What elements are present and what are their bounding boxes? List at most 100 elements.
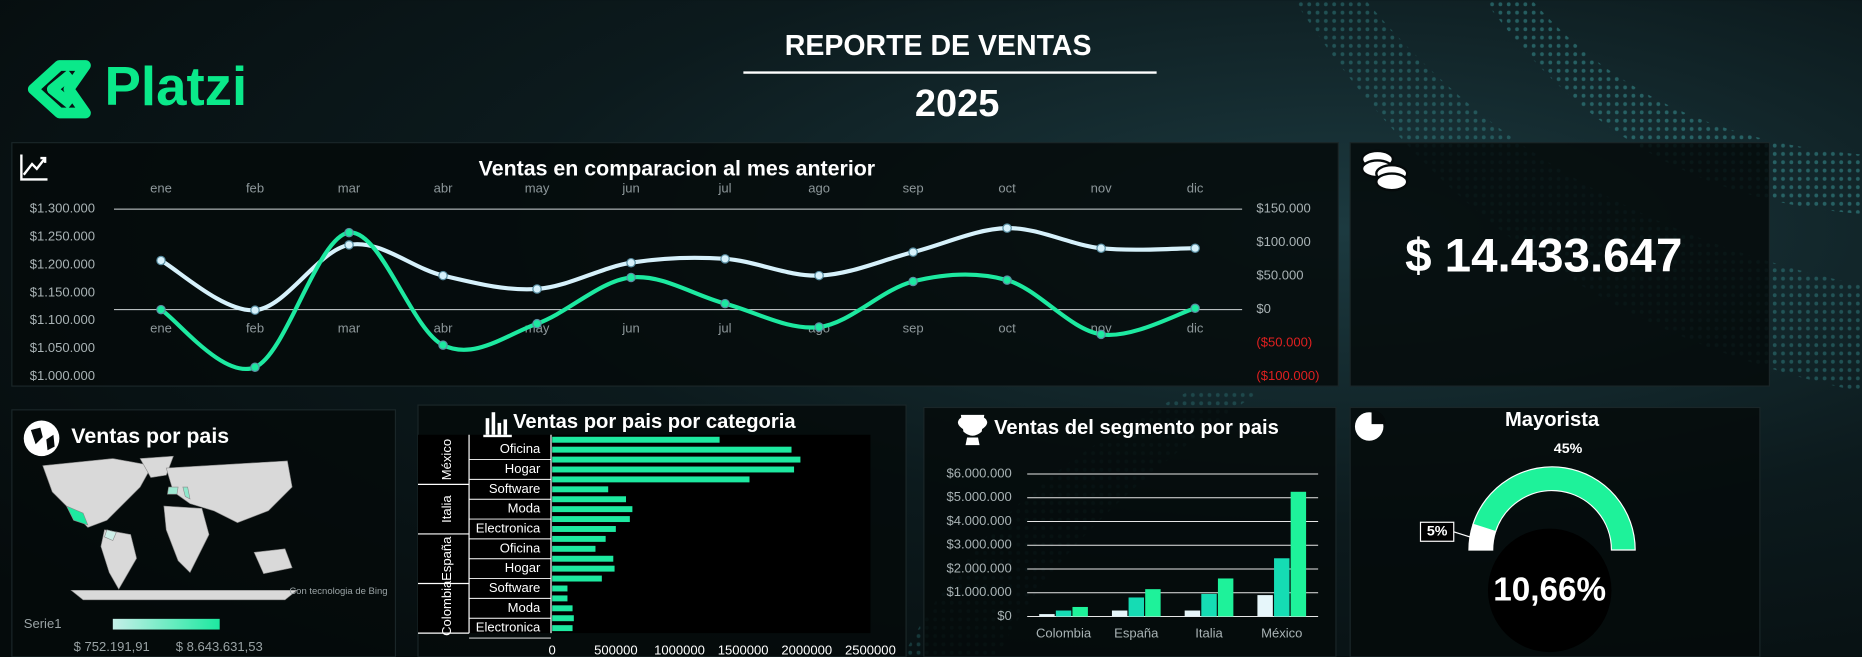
globe-icon <box>23 420 60 457</box>
data-label: 45% <box>1554 441 1583 457</box>
point <box>156 304 166 315</box>
y-tick-label: $3.000.000 <box>946 537 1011 552</box>
point <box>814 270 824 281</box>
y-tick-label: $5.000.000 <box>946 489 1011 504</box>
icon-bar <box>503 419 508 435</box>
x-tick-label: España <box>1114 626 1159 641</box>
bar <box>552 456 801 463</box>
map-legend-min: $ 752.191,91 <box>74 639 150 654</box>
bar <box>552 585 568 592</box>
country-highlight <box>182 486 191 500</box>
chart-title: Ventas por pais por categoria <box>513 411 796 433</box>
x-tick-label: dic <box>1187 180 1204 195</box>
continent <box>163 505 210 574</box>
x2-tick-label: oct <box>998 321 1016 336</box>
bar <box>552 506 633 513</box>
bar <box>552 516 630 523</box>
data-label: 5% <box>1427 524 1448 540</box>
chart-title: Ventas del segmento por pais <box>994 417 1279 439</box>
chart-title: Mayorista <box>1505 409 1600 431</box>
x2-tick-label: dic <box>1187 321 1204 336</box>
x-tick-label: abr <box>434 180 454 195</box>
label-box <box>1419 521 1455 542</box>
continent <box>100 529 137 590</box>
bar <box>552 496 627 503</box>
center-disc <box>1487 528 1612 653</box>
y-tick-label: Software <box>489 481 541 496</box>
coin <box>1375 172 1409 192</box>
point <box>532 284 542 294</box>
point <box>1096 329 1106 340</box>
continent <box>253 548 293 575</box>
y-tick-label: Moda <box>508 600 541 615</box>
point <box>720 254 730 264</box>
y2-tick-label: ($50.000) <box>1256 335 1312 350</box>
x-tick-label: sep <box>903 180 924 195</box>
point <box>438 270 448 281</box>
group-label: México <box>439 439 454 480</box>
bar <box>552 575 602 582</box>
y-tick-label: Moda <box>508 501 541 516</box>
x2-tick-label: mar <box>338 321 361 336</box>
point <box>908 247 918 257</box>
x-tick-label: 1500000 <box>718 642 769 657</box>
x-tick-label: Italia <box>1195 626 1223 641</box>
point <box>1096 243 1106 253</box>
bar <box>552 555 614 562</box>
group-label: Italia <box>439 495 454 523</box>
continent <box>165 460 293 523</box>
x-tick-label: mar <box>338 180 361 195</box>
center-label: 10,66% <box>1493 571 1606 608</box>
group-label: España <box>439 536 454 581</box>
x-tick-label: México <box>1261 626 1302 641</box>
x2-tick-label: abr <box>434 321 454 336</box>
y2-tick-label: $150.000 <box>1256 201 1310 216</box>
bar <box>1111 610 1128 617</box>
y2-tick-label: $100.000 <box>1256 234 1310 249</box>
bar <box>1128 597 1145 617</box>
point <box>626 257 636 268</box>
x-tick-label: oct <box>998 180 1016 195</box>
bar <box>552 466 795 473</box>
y-tick-label: Oficina <box>500 441 541 456</box>
y-tick-label: Hogar <box>505 461 541 476</box>
group-label: Colombia <box>439 580 454 636</box>
y-tick-label: $1.150.000 <box>30 284 95 299</box>
y-tick-label: $4.000.000 <box>946 513 1011 528</box>
x-tick-label: ene <box>150 180 172 195</box>
continent <box>70 590 298 601</box>
y2-tick-label: ($100.000) <box>1256 368 1319 383</box>
bar <box>1055 610 1072 617</box>
logo-text: Platzi <box>105 56 248 117</box>
y-tick-label: Electronica <box>476 620 541 635</box>
y-tick-label: $1.200.000 <box>30 256 95 271</box>
y-tick-label: $0 <box>997 608 1012 623</box>
bar <box>1145 589 1161 617</box>
bar <box>552 595 568 602</box>
point <box>438 340 448 350</box>
x-tick-label: nov <box>1091 180 1113 195</box>
coins-icon <box>1360 149 1409 192</box>
bar <box>552 476 750 483</box>
y-tick-label: $1.050.000 <box>30 340 95 355</box>
x-tick-label: feb <box>246 180 264 195</box>
point <box>814 322 824 332</box>
y-tick-label: $6.000.000 <box>946 465 1011 480</box>
icon-bar <box>491 412 496 435</box>
x2-tick-label: sep <box>903 321 924 336</box>
y-tick-label: Hogar <box>505 560 541 575</box>
label-leader <box>1453 531 1471 538</box>
y-tick-label: $1.250.000 <box>30 229 95 244</box>
x-tick-label: may <box>525 180 550 195</box>
report-year: 2025 <box>915 83 1000 125</box>
y-tick-label: $1.300.000 <box>30 201 95 216</box>
point <box>1002 275 1012 285</box>
bar <box>552 545 596 552</box>
point <box>1002 223 1012 233</box>
bar <box>552 625 573 632</box>
bar <box>1274 558 1290 617</box>
y-tick-label: $1.000.000 <box>946 584 1011 599</box>
x2-tick-label: ene <box>150 321 172 336</box>
x-tick-label: 2500000 <box>845 642 896 657</box>
